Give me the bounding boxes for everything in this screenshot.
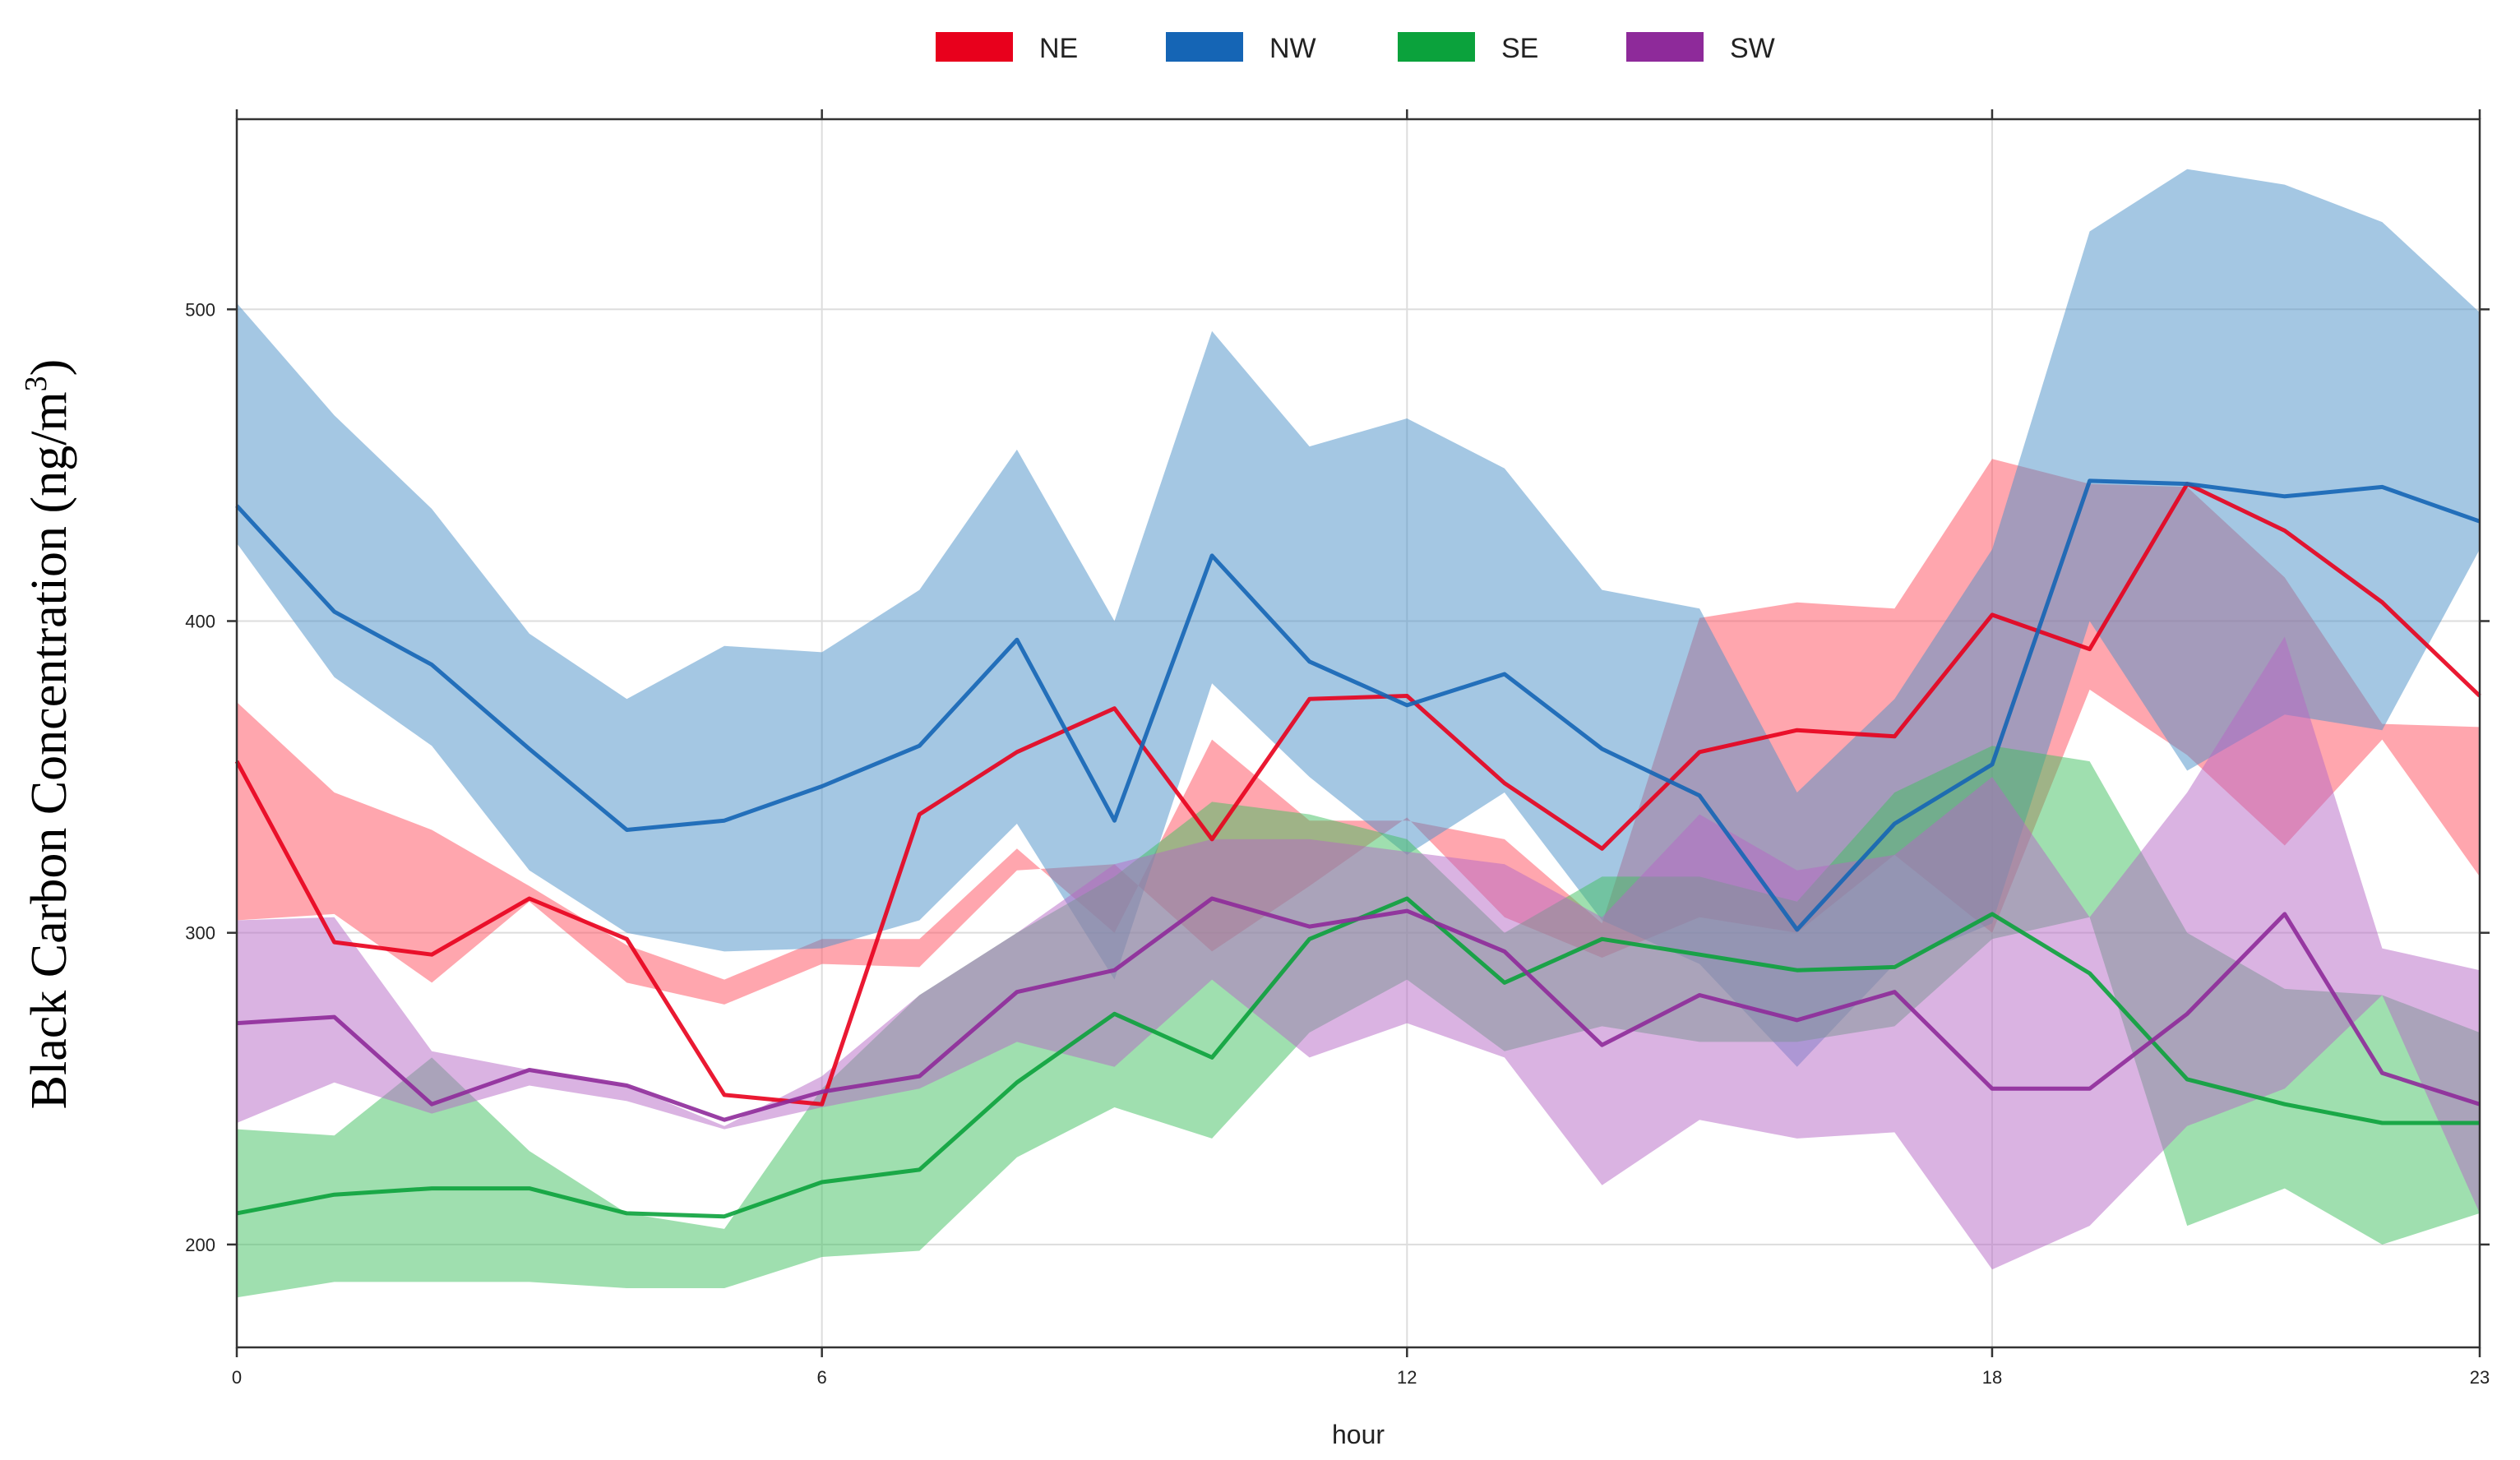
legend-item-sw: SW (1626, 32, 1775, 64)
legend-item-se: SE (1398, 32, 1538, 64)
y-tick-label-200: 200 (185, 1235, 215, 1255)
y-axis-title: Black Carbon Concentration (ng/m3) (19, 359, 77, 1110)
x-tick-label-12: 12 (1397, 1367, 1417, 1388)
x-axis-title: hour (1332, 1420, 1385, 1449)
legend-label-se: SE (1501, 33, 1538, 64)
series-lines (234, 478, 2481, 1219)
y-tick-label-500: 500 (185, 299, 215, 320)
band-sw (237, 636, 2480, 1270)
y-axis-title-text: Black Carbon Concentration (ng/m (21, 391, 77, 1109)
line-ne (234, 482, 2481, 1107)
legend-swatch-nw (1166, 32, 1243, 62)
legend-swatch-ne (936, 32, 1013, 62)
x-tick-label-23: 23 (2470, 1367, 2490, 1388)
axis-ticks: 0 6 12 18 23 200 300 400 500 (185, 109, 2490, 1388)
series-bands (237, 169, 2480, 1298)
x-tick-label-6: 6 (817, 1367, 827, 1388)
legend-swatch-se (1398, 32, 1475, 62)
legend-item-ne: NE (936, 32, 1078, 64)
legend-item-nw: NW (1166, 32, 1316, 64)
y-axis-title-suffix: ) (21, 359, 77, 377)
line-sw (236, 896, 2481, 1122)
x-tick-label-0: 0 (232, 1367, 242, 1388)
x-tick-label-18: 18 (1982, 1367, 2002, 1388)
legend-label-ne: NE (1039, 33, 1078, 64)
legend-label-sw: SW (1730, 33, 1775, 64)
plot-frame (235, 118, 2481, 1349)
line-nw (235, 478, 2481, 932)
y-axis-title-superscript: 3 (19, 376, 53, 391)
y-tick-label-400: 400 (185, 611, 215, 631)
legend-label-nw: NW (1269, 33, 1316, 64)
legend: NE NW SE SW (936, 32, 1775, 64)
legend-swatch-sw (1626, 32, 1704, 62)
y-tick-label-300: 300 (185, 923, 215, 944)
